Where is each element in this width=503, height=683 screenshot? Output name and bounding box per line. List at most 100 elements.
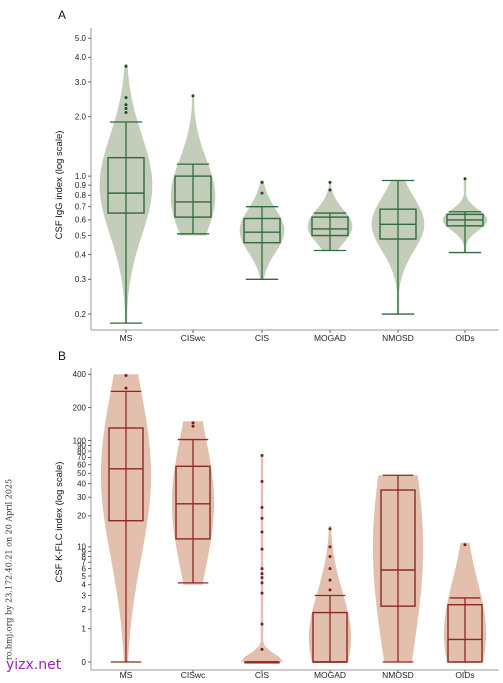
- violin: [240, 454, 284, 662]
- outlier-point: [260, 516, 264, 520]
- y-tick-label: 30: [77, 493, 86, 502]
- y-tick-label: 7: [82, 558, 87, 567]
- category-label: CISwc: [181, 333, 206, 343]
- outlier-point: [328, 180, 332, 184]
- outlier-point: [328, 567, 332, 571]
- group-mogad: [307, 180, 353, 252]
- category-label: CISwc: [181, 670, 206, 680]
- category-label: OIDs: [455, 333, 474, 343]
- y-tick-label: 100: [73, 436, 87, 445]
- outlier-point: [463, 543, 467, 547]
- watermark: yizx.net: [6, 657, 62, 673]
- side-note: ro.bmj.org by 23.172.40.21 on 20 April 2…: [4, 470, 14, 670]
- y-tick-label: 0.6: [75, 216, 87, 225]
- y-tick-label: 70: [77, 453, 86, 462]
- y-tick-label: 5: [82, 572, 87, 581]
- category-label: CIS: [255, 670, 270, 680]
- y-tick-label: 50: [77, 469, 86, 478]
- y-tick-label: 0.5: [75, 231, 87, 240]
- outlier-point: [124, 103, 128, 107]
- group-nmosd: [371, 179, 425, 315]
- outlier-point: [328, 555, 332, 559]
- outlier-point: [328, 588, 332, 592]
- panel-b-y-axis-label: CSF K-FLC index (log scale): [54, 462, 65, 583]
- group-ciswc: [171, 421, 215, 585]
- y-tick-label: 0: [82, 658, 87, 667]
- outlier-point: [260, 591, 264, 595]
- outlier-point: [124, 374, 128, 378]
- category-label: MS: [120, 333, 133, 343]
- y-tick-label: 4.0: [75, 53, 87, 62]
- y-tick-label: 40: [77, 480, 86, 489]
- y-tick-label: 0.4: [75, 250, 87, 259]
- y-tick-label: 5.0: [75, 34, 87, 43]
- outlier-point: [260, 567, 264, 571]
- y-tick-label: 60: [77, 461, 86, 470]
- outlier-point: [328, 527, 332, 531]
- y-tick-label: 2.0: [75, 113, 87, 122]
- y-tick-label: 0.8: [75, 191, 87, 200]
- y-tick-label: 9: [82, 547, 87, 556]
- outlier-point: [260, 530, 264, 534]
- y-tick-label: 20: [77, 512, 86, 521]
- y-tick-label: 0.9: [75, 181, 87, 190]
- y-tick-label: 400: [73, 370, 87, 379]
- panel-a-label: A: [58, 8, 66, 22]
- y-tick-label: 0.3: [75, 275, 87, 284]
- category-label: MOGAD: [314, 670, 346, 680]
- y-tick-label: 1.0: [75, 172, 87, 181]
- box: [108, 427, 144, 522]
- category-label: MS: [120, 670, 133, 680]
- outlier-point: [328, 578, 332, 582]
- outlier-point: [260, 647, 264, 651]
- outlier-point: [260, 453, 264, 457]
- outlier-point: [463, 177, 467, 181]
- box: [107, 156, 145, 214]
- y-tick-label: 10: [77, 543, 86, 552]
- outlier-point: [191, 424, 195, 428]
- outlier-point: [260, 581, 264, 585]
- outlier-point: [124, 111, 128, 115]
- group-nmosd: [372, 474, 424, 663]
- outlier-point: [124, 96, 128, 100]
- y-tick-label: 4: [82, 581, 87, 590]
- panel-a-y-axis-label: CSF IgG index (log scale): [54, 131, 65, 240]
- group-mogad: [308, 526, 352, 663]
- outlier-point: [124, 386, 128, 390]
- y-tick-label: 2: [82, 605, 87, 614]
- box: [243, 217, 281, 244]
- y-tick-label: 6: [82, 564, 87, 573]
- outlier-point: [328, 545, 332, 549]
- group-ms: [100, 374, 152, 663]
- y-tick-label: 200: [73, 403, 87, 412]
- outlier-point: [260, 180, 264, 184]
- category-label: MOGAD: [314, 333, 346, 343]
- group-cis: [239, 180, 285, 280]
- group-ms: [99, 63, 153, 324]
- box: [311, 216, 349, 237]
- y-tick-label: 90: [77, 441, 86, 450]
- outlier-point: [260, 191, 264, 195]
- box: [174, 175, 212, 218]
- box: [447, 604, 483, 663]
- outlier-point: [260, 479, 264, 483]
- panel-a-plot: 0.2 0.3 0.4 0.5 0.6 0.7 0.80.91.0 2.0 3.0 4.0 5.0 M…: [75, 28, 499, 343]
- outlier-point: [260, 576, 264, 580]
- y-tick-label: 80: [77, 447, 86, 456]
- y-tick-label: 1: [82, 625, 87, 634]
- group-oids: [443, 542, 487, 663]
- y-tick-label: 3.0: [75, 78, 87, 87]
- group-oids: [442, 177, 488, 254]
- outlier-point: [260, 572, 264, 576]
- outlier-point: [191, 421, 195, 425]
- outlier-point: [328, 188, 332, 192]
- group-cis: [240, 453, 284, 664]
- group-ciswc: [170, 94, 216, 236]
- outlier-point: [260, 506, 264, 510]
- category-label: NMOSD: [382, 333, 414, 343]
- category-label: NMOSD: [382, 670, 414, 680]
- outlier-point: [260, 622, 264, 626]
- outlier-point: [260, 547, 264, 551]
